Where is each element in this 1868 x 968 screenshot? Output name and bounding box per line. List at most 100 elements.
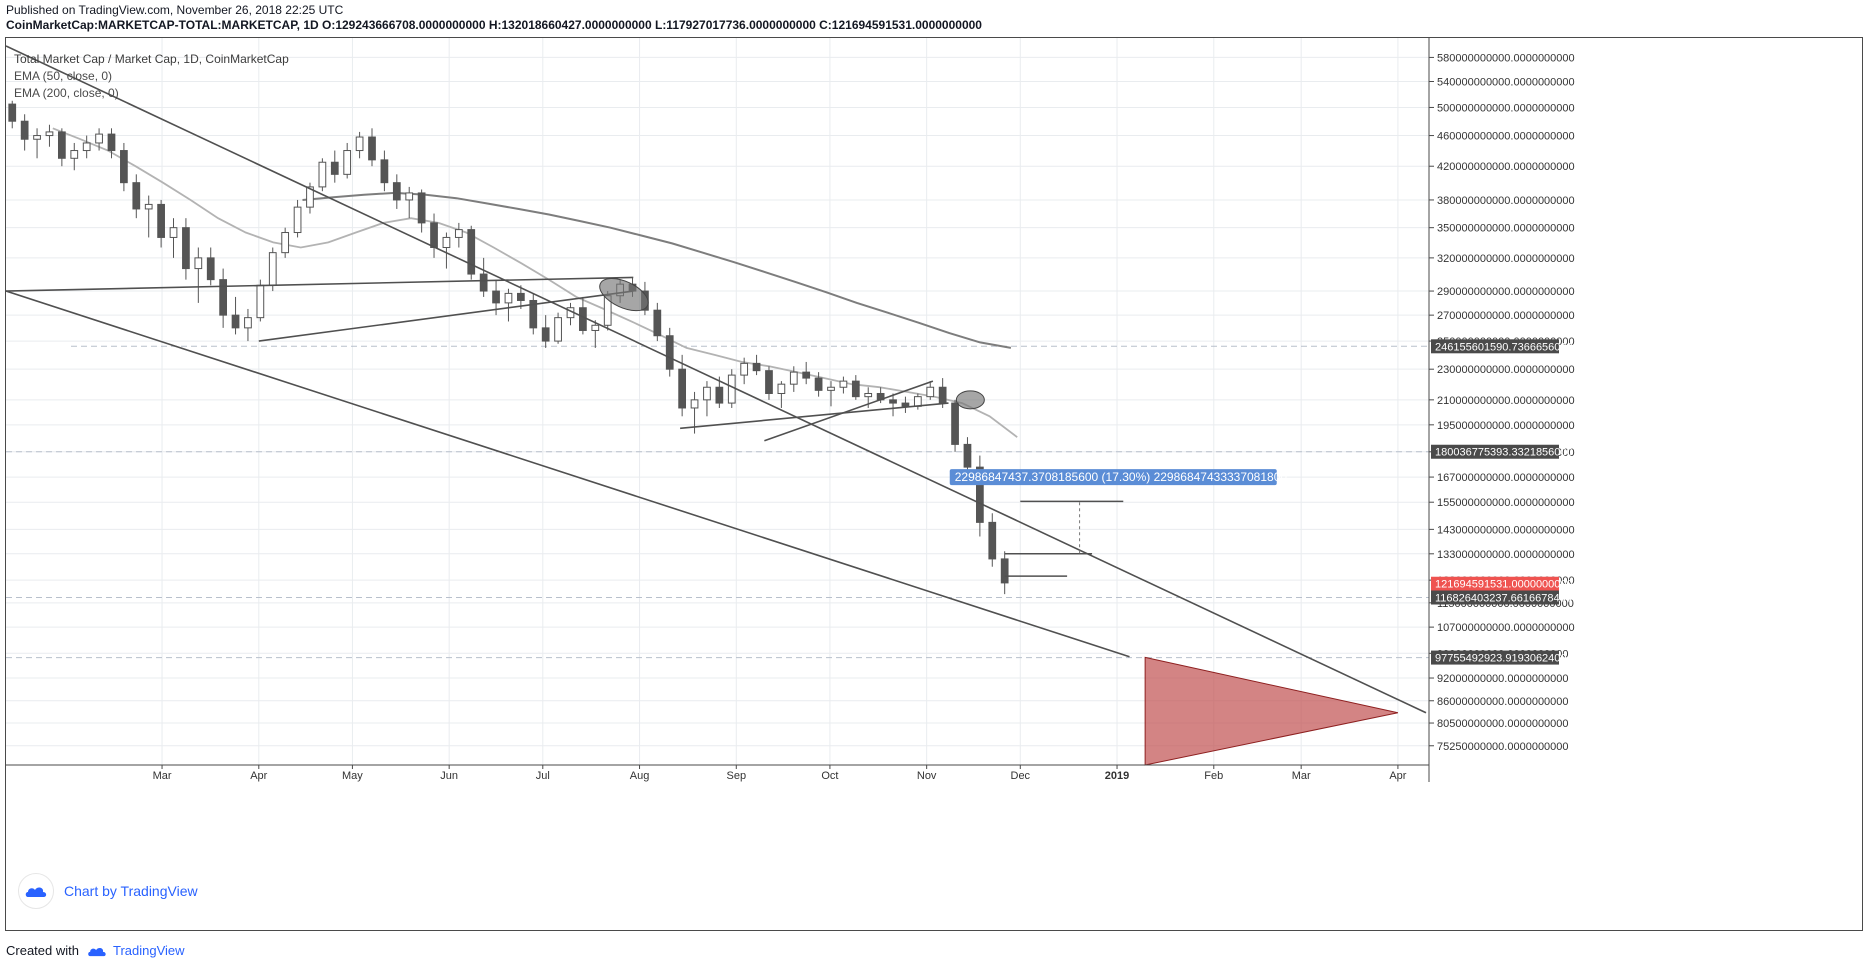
candle-body <box>417 192 426 224</box>
candle-body <box>554 317 562 342</box>
candle-body <box>976 466 984 523</box>
y-tick-label: 580000000000.0000000000 <box>1437 52 1575 64</box>
x-tick-label: Feb <box>1204 770 1223 782</box>
candle-body <box>727 374 736 404</box>
candle-body <box>343 150 352 175</box>
candle-body <box>479 273 488 292</box>
y-tick-label: 75250000000.0000000000 <box>1437 741 1569 753</box>
candle-body <box>442 236 451 249</box>
candle-body <box>851 380 860 398</box>
chart-by-label[interactable]: Chart by TradingView <box>64 883 198 899</box>
tradingview-label[interactable]: TradingView <box>112 943 185 958</box>
horizontal-levels <box>6 345 1429 659</box>
symbol-ohlc-readout: CoinMarketCap:MARKETCAP-TOTAL:MARKETCAP,… <box>6 18 982 32</box>
candle-body <box>368 136 376 161</box>
chart-by-tradingview[interactable]: Chart by TradingView <box>18 873 198 909</box>
trendline-wedge-bottom <box>258 290 634 342</box>
candle-body <box>802 371 811 379</box>
trendline-flag-top <box>764 380 934 442</box>
price-label-bg <box>1431 576 1559 591</box>
candle-body <box>306 186 314 208</box>
candle-body <box>467 229 476 275</box>
price-label-bg <box>1431 339 1559 354</box>
y-tick-label: 380000000000.0000000000 <box>1437 195 1575 207</box>
candle-body <box>988 521 997 560</box>
legend-title: Total Market Cap / Market Cap, 1D, CoinM… <box>14 52 289 66</box>
highlight-ellipse <box>955 390 985 410</box>
footer: Created with TradingView <box>6 943 185 958</box>
tradingview-link[interactable]: TradingView <box>87 943 185 958</box>
y-tick-label: 500000000000.0000000000 <box>1437 102 1575 114</box>
candle-body <box>392 182 401 201</box>
candle-body <box>219 279 228 316</box>
candle-body <box>504 292 513 304</box>
x-tick-label: Jun <box>440 770 458 782</box>
target-triangle <box>1144 656 1399 766</box>
legend-ema50[interactable]: EMA (50, close, 0) <box>14 69 113 83</box>
candle-body <box>926 386 935 398</box>
x-tick-label: Dec <box>1011 770 1031 782</box>
candle-body <box>814 377 823 391</box>
y-tick-label: 230000000000.0000000000 <box>1437 364 1575 376</box>
y-tick-label: 80500000000.0000000000 <box>1437 718 1569 730</box>
target-zone <box>1144 656 1399 766</box>
y-tick-label: 320000000000.0000000000 <box>1437 253 1575 265</box>
candlesticks <box>8 100 1009 595</box>
y-tick-label: 210000000000.0000000000 <box>1437 395 1575 407</box>
candle-body <box>951 402 959 445</box>
candle-body <box>20 120 29 140</box>
candle-body <box>777 383 786 394</box>
candle-body <box>665 335 674 370</box>
candle-body <box>120 150 128 184</box>
x-tick-label: Aug <box>630 770 650 782</box>
candle-body <box>516 292 525 301</box>
candle-body <box>827 386 835 391</box>
trendlines[interactable] <box>6 45 1427 714</box>
candle-body <box>144 203 153 210</box>
candle-body <box>430 222 438 249</box>
candle-body <box>752 362 761 372</box>
x-tick-label: Nov <box>917 770 937 782</box>
candle-body <box>318 161 327 188</box>
candle-body <box>579 307 587 331</box>
y-tick-label: 195000000000.0000000000 <box>1437 420 1575 432</box>
y-tick-label: 107000000000.0000000000 <box>1437 622 1575 634</box>
candle-body <box>765 370 773 394</box>
candle-body <box>132 182 141 210</box>
candle-body <box>281 232 290 254</box>
price-label-bg <box>1431 444 1559 459</box>
price-chart[interactable]: 22986847437.3708185600 (17.30%) 22986847… <box>6 38 1862 930</box>
candle-body <box>33 135 41 140</box>
candle-body <box>591 324 600 331</box>
y-tick-label: 540000000000.0000000000 <box>1437 77 1575 89</box>
annotation-marks: 22986847437.3708185600 (17.30%) 22986847… <box>599 277 1288 577</box>
candle-body <box>256 284 265 319</box>
y-tick-label: 155000000000.0000000000 <box>1437 497 1575 509</box>
ema-lines <box>52 127 1018 438</box>
candle-body <box>740 362 749 376</box>
legend-ema200[interactable]: EMA (200, close, 0) <box>14 86 119 100</box>
candle-body <box>1000 558 1009 584</box>
price-label-bg <box>1431 650 1559 665</box>
candle-body <box>901 402 910 407</box>
candle-body <box>355 136 364 152</box>
candle-body <box>107 133 116 152</box>
x-tick-label: Sep <box>726 770 746 782</box>
measure-label: 22986847437.3708185600 (17.30%) 22986847… <box>955 470 1288 484</box>
candle-body <box>839 380 848 388</box>
y-tick-label: 133000000000.0000000000 <box>1437 549 1575 561</box>
price-label: 97755492923.9193062400 <box>1435 653 1567 665</box>
chart-frame[interactable]: 22986847437.3708185600 (17.30%) 22986847… <box>5 37 1863 931</box>
candle-body <box>82 142 91 152</box>
price-label: 246155601590.7366656000 <box>1435 341 1573 353</box>
candle-body <box>864 392 873 398</box>
x-tick-label: Apr <box>250 770 267 782</box>
candle-body <box>889 399 897 404</box>
candle-body <box>703 386 711 401</box>
created-with-label: Created with <box>6 943 79 958</box>
x-tick-label: 2019 <box>1105 770 1129 782</box>
price-label: 180036775393.3321856000 <box>1435 447 1573 459</box>
candle-body <box>678 368 687 409</box>
candle-body <box>57 131 66 159</box>
candle-body <box>454 229 463 238</box>
